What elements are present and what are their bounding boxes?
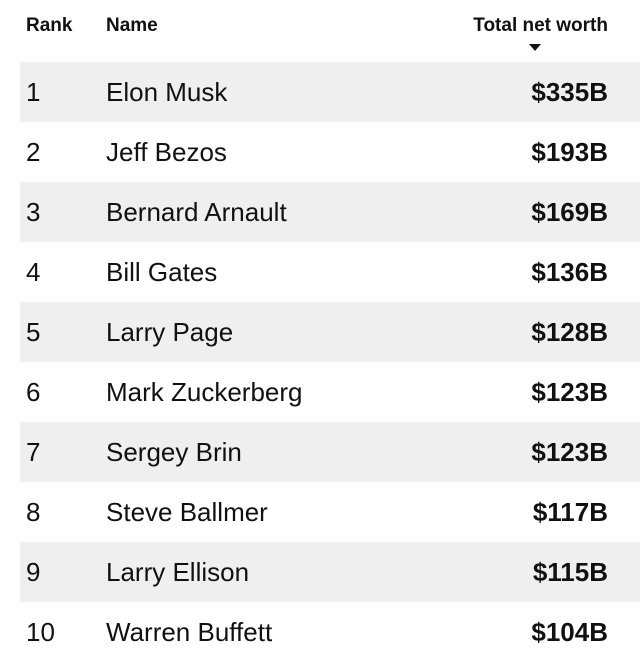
table-row: 10 Warren Buffett $104B [20, 602, 640, 659]
net-worth-cell: $115B [532, 557, 608, 587]
name-cell: Warren Buffett [106, 617, 273, 647]
net-worth-cell: $335B [531, 77, 608, 107]
rank-cell: 3 [26, 197, 41, 227]
name-cell: Sergey Brin [106, 437, 242, 467]
rank-cell: 10 [26, 617, 55, 647]
table-header: Rank Name Total net worth [0, 0, 640, 62]
net-worth-cell: $117B [532, 497, 608, 527]
name-cell: Bernard Arnault [106, 197, 287, 227]
net-worth-cell: $123B [531, 437, 608, 467]
table-row: 2 Jeff Bezos $193B [20, 122, 640, 182]
rank-cell: 6 [26, 377, 41, 407]
name-cell: Bill Gates [106, 257, 218, 287]
column-header-name[interactable]: Name [106, 15, 158, 36]
rank-cell: 5 [26, 317, 41, 347]
name-cell: Steve Ballmer [106, 497, 268, 527]
rank-cell: 4 [26, 257, 41, 287]
table-body: 1 Elon Musk $335B 2 Jeff Bezos $193B 3 B… [20, 62, 640, 659]
rank-cell: 1 [26, 77, 41, 107]
name-cell: Larry Page [106, 317, 234, 347]
table-row: 8 Steve Ballmer $117B [20, 482, 640, 542]
table-row: 5 Larry Page $128B [20, 302, 640, 362]
rank-cell: 2 [26, 137, 41, 167]
name-cell: Jeff Bezos [106, 137, 227, 167]
net-worth-cell: $128B [531, 317, 608, 347]
net-worth-cell: $104B [531, 617, 608, 647]
rank-cell: 8 [26, 497, 41, 527]
table-row: 4 Bill Gates $136B [20, 242, 640, 302]
table-row: 1 Elon Musk $335B [20, 62, 640, 122]
name-cell: Larry Ellison [106, 557, 250, 587]
table-row: 3 Bernard Arnault $169B [20, 182, 640, 242]
name-cell: Mark Zuckerberg [106, 377, 303, 407]
table-row: 7 Sergey Brin $123B [20, 422, 640, 482]
rank-cell: 9 [26, 557, 41, 587]
name-cell: Elon Musk [106, 77, 228, 107]
rank-cell: 7 [26, 437, 41, 467]
net-worth-cell: $169B [531, 197, 608, 227]
net-worth-cell: $193B [531, 137, 608, 167]
sort-descending-icon[interactable] [529, 44, 541, 51]
table-row: 6 Mark Zuckerberg $123B [20, 362, 640, 422]
net-worth-cell: $136B [531, 257, 608, 287]
column-header-rank[interactable]: Rank [26, 15, 73, 36]
table-row: 9 Larry Ellison $115B [20, 542, 640, 602]
net-worth-cell: $123B [531, 377, 608, 407]
column-header-total-net-worth[interactable]: Total net worth [473, 15, 608, 36]
